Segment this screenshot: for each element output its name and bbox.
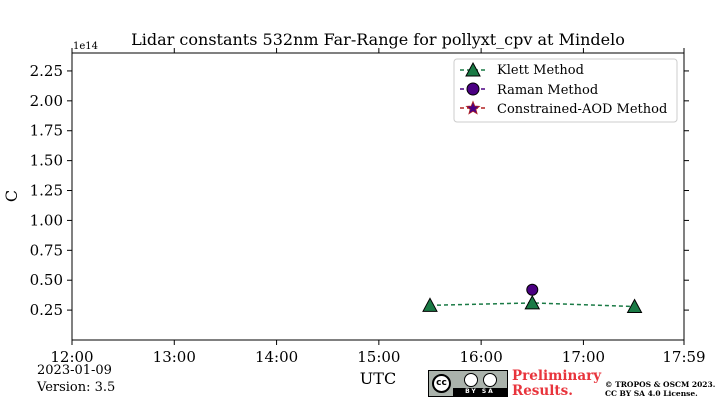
y-tick-label: 1.00 xyxy=(30,211,63,229)
cc-license-bar: BY SA xyxy=(453,388,507,396)
y-tick-label: 1.50 xyxy=(30,152,63,170)
preliminary-line-1: Preliminary xyxy=(512,368,602,384)
y-tick-label: 2.00 xyxy=(30,92,63,110)
share-alike-icon xyxy=(483,373,497,387)
x-tick-label: 13:00 xyxy=(153,348,196,366)
legend-label-constrained-aod: Constrained-AOD Method xyxy=(497,102,667,117)
data-point xyxy=(524,294,541,310)
copyright-line-2: CC BY SA 4.0 License. xyxy=(605,389,698,398)
plot-area xyxy=(71,52,685,341)
y-offset-label: 1e14 xyxy=(73,41,98,52)
legend-label-raman: Raman Method xyxy=(497,83,598,98)
axis-ticks: 12:00 13:00 14:00 15:00 16:00 17:00 17:59 0.25 0… xyxy=(30,48,706,366)
x-tick-label: 17:00 xyxy=(562,348,605,366)
circle-marker-icon xyxy=(466,82,480,96)
y-axis-label: C xyxy=(2,190,21,202)
y-tick-label: 0.50 xyxy=(30,271,63,289)
x-tick-label: 17:59 xyxy=(662,348,705,366)
legend-label-klett: Klett Method xyxy=(497,63,584,78)
legend-box xyxy=(453,58,678,123)
x-tick-label: 15:00 xyxy=(357,348,400,366)
x-tick-label: 12:00 xyxy=(50,348,93,366)
x-tick-label: 16:00 xyxy=(460,348,503,366)
y-tick-label: 0.25 xyxy=(30,301,63,319)
y-tick-label: 0.75 xyxy=(30,241,63,259)
data-point xyxy=(422,297,438,312)
footer-version: Version: 3.5 xyxy=(37,380,116,395)
series-line xyxy=(429,302,635,308)
data-point xyxy=(526,283,539,296)
footer-date: 2023-01-09 xyxy=(37,363,112,378)
triangle-marker-icon xyxy=(465,61,481,77)
preliminary-line-2: Results. xyxy=(512,383,573,399)
chart-title: Lidar constants 532nm Far-Range for poll… xyxy=(131,30,625,49)
x-tick-label: 14:00 xyxy=(255,348,298,366)
person-icon xyxy=(464,373,478,387)
preliminary-results-notice: Preliminary Results. xyxy=(512,369,601,399)
y-tick-label: 1.25 xyxy=(30,182,63,200)
cc-icon: cc xyxy=(432,374,451,393)
x-axis-label: UTC xyxy=(360,369,396,388)
y-tick-label: 2.25 xyxy=(30,62,63,80)
y-tick-label: 1.75 xyxy=(30,122,63,140)
legend-entry-constrained-aod: Constrained-AOD Method xyxy=(460,100,667,117)
star-marker-icon xyxy=(465,100,481,115)
copyright-line-1: © TROPOS & OSCM 2023. xyxy=(605,380,716,389)
legend-entry-klett: Klett Method xyxy=(460,61,584,78)
series-layer xyxy=(422,283,643,314)
data-point xyxy=(626,298,643,314)
cc-license-badge: cc BY SA xyxy=(428,370,508,397)
legend: Klett Method Raman Method Constrained-AO… xyxy=(453,58,678,123)
copyright-notice: © TROPOS & OSCM 2023. CC BY SA 4.0 Licen… xyxy=(605,380,715,398)
legend-entry-raman: Raman Method xyxy=(460,82,598,98)
